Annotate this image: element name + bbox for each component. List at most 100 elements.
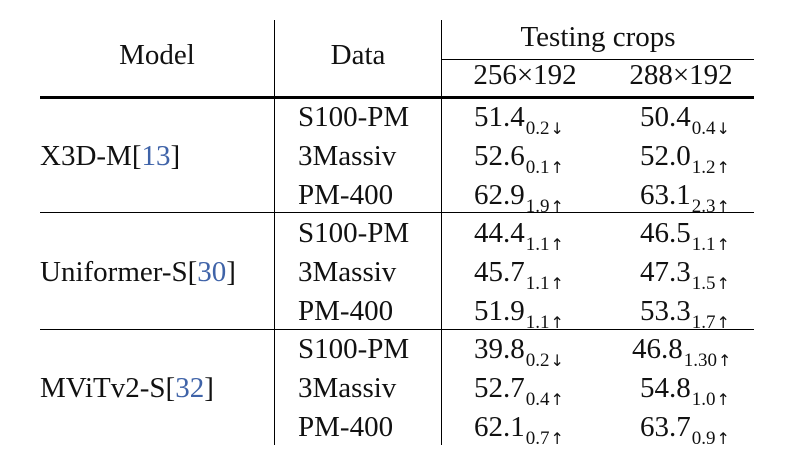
- direction-arrow-icon: ↑: [716, 274, 730, 293]
- model-label: X3D-M[: [40, 140, 142, 172]
- result-value: 62.1: [474, 411, 525, 443]
- result-cell: 63.70.9↑: [640, 408, 730, 450]
- model-label-close: ]: [226, 256, 236, 288]
- result-cell: 53.31.7↑: [640, 292, 730, 334]
- result-value: 39.8: [474, 333, 525, 365]
- direction-arrow-icon: ↑: [716, 429, 730, 448]
- direction-arrow-icon: ↑: [550, 235, 564, 254]
- result-value: 52.6: [474, 140, 525, 172]
- result-cell: 44.41.1↑: [474, 214, 564, 256]
- header-bottom-rule: [40, 96, 754, 99]
- citation-link[interactable]: 30: [197, 256, 227, 288]
- result-cell: 51.91.1↑: [474, 292, 564, 334]
- data-label: PM-400: [298, 295, 394, 327]
- result-std: 0.4: [525, 389, 550, 410]
- result-value: 52.0: [640, 140, 691, 172]
- direction-arrow-icon: ↓: [550, 351, 564, 370]
- header-crop-288x192: 288×192: [629, 59, 733, 91]
- result-cell: 47.31.5↑: [640, 253, 730, 295]
- result-value: 51.4: [474, 101, 525, 133]
- result-std: 1.1: [525, 312, 550, 333]
- result-std: 1.5: [691, 273, 716, 294]
- result-std: 0.2: [525, 350, 550, 371]
- result-cell: 50.40.4↓: [640, 98, 730, 140]
- result-value: 50.4: [640, 101, 691, 133]
- result-value: 47.3: [640, 256, 691, 288]
- header-subrule: [442, 59, 754, 61]
- group-divider-2: [40, 329, 754, 331]
- model-name-mvitv2-s: MViTv2-S[32]: [40, 369, 214, 407]
- result-std: 1.2: [691, 157, 716, 178]
- direction-arrow-icon: ↑: [550, 197, 564, 216]
- direction-arrow-icon: ↑: [550, 274, 564, 293]
- data-label: PM-400: [298, 179, 394, 211]
- direction-arrow-icon: ↑: [550, 390, 564, 409]
- result-std: 0.2: [525, 118, 550, 139]
- vertical-divider-data: [441, 20, 443, 445]
- data-label: PM-400: [298, 411, 394, 443]
- vertical-divider-model: [274, 20, 276, 445]
- result-cell: 46.81.30↑: [632, 330, 731, 372]
- data-label: S100-PM: [298, 217, 410, 249]
- result-std: 1.1: [691, 234, 716, 255]
- result-cell: 52.01.2↑: [640, 137, 730, 179]
- header-testing-crops: Testing crops: [520, 21, 676, 53]
- data-label: 3Massiv: [298, 372, 397, 404]
- result-cell: 52.60.1↑: [474, 137, 564, 179]
- data-label: 3Massiv: [298, 256, 397, 288]
- result-cell: 45.71.1↑: [474, 253, 564, 295]
- result-std: 1.1: [525, 273, 550, 294]
- result-cell: 62.91.9↑: [474, 176, 564, 218]
- result-value: 63.1: [640, 179, 691, 211]
- model-label-close: ]: [170, 140, 181, 172]
- result-std: 0.4: [691, 118, 716, 139]
- result-value: 54.8: [640, 372, 691, 404]
- result-std: 0.7: [525, 428, 550, 449]
- result-cell: 54.81.0↑: [640, 369, 730, 411]
- result-std: 1.0: [691, 389, 716, 410]
- result-std: 1.1: [525, 234, 550, 255]
- result-value: 62.9: [474, 179, 525, 211]
- model-label-close: ]: [204, 372, 214, 404]
- result-value: 52.7: [474, 372, 525, 404]
- direction-arrow-icon: ↓: [716, 119, 730, 138]
- model-label: Uniformer-S[: [40, 256, 198, 288]
- data-label: 3Massiv: [298, 140, 397, 172]
- result-value: 46.5: [640, 217, 691, 249]
- model-name-uniformer-s: Uniformer-S[30]: [40, 253, 236, 291]
- result-std: 0.1: [525, 157, 550, 178]
- direction-arrow-icon: ↑: [716, 313, 730, 332]
- result-value: 46.8: [632, 333, 683, 365]
- data-label: S100-PM: [298, 101, 410, 133]
- result-value: 63.7: [640, 411, 691, 443]
- model-name-x3d-m: X3D-M[13]: [40, 137, 180, 175]
- result-value: 51.9: [474, 295, 525, 327]
- header-crop-256x192: 256×192: [473, 59, 577, 91]
- result-value: 53.3: [640, 295, 691, 327]
- result-std: 2.3: [691, 196, 716, 217]
- result-cell: 63.12.3↑: [640, 176, 730, 218]
- header-model: Model: [119, 39, 195, 71]
- result-std: 0.9: [691, 428, 716, 449]
- data-label: S100-PM: [298, 333, 410, 365]
- group-divider-1: [40, 212, 754, 214]
- model-label: MViTv2-S[: [40, 372, 176, 404]
- result-cell: 39.80.2↓: [474, 330, 564, 372]
- direction-arrow-icon: ↑: [550, 313, 564, 332]
- direction-arrow-icon: ↑: [716, 197, 730, 216]
- result-value: 45.7: [474, 256, 525, 288]
- result-std: 1.30: [683, 350, 717, 371]
- result-cell: 51.40.2↓: [474, 98, 564, 140]
- direction-arrow-icon: ↑: [716, 235, 730, 254]
- direction-arrow-icon: ↑: [550, 429, 564, 448]
- direction-arrow-icon: ↑: [718, 351, 732, 370]
- direction-arrow-icon: ↑: [716, 158, 730, 177]
- direction-arrow-icon: ↑: [716, 390, 730, 409]
- citation-link[interactable]: 32: [175, 372, 205, 404]
- result-cell: 52.70.4↑: [474, 369, 564, 411]
- citation-link[interactable]: 13: [141, 140, 171, 172]
- result-std: 1.7: [691, 312, 716, 333]
- header-data: Data: [330, 39, 386, 71]
- result-std: 1.9: [525, 196, 550, 217]
- direction-arrow-icon: ↑: [550, 158, 564, 177]
